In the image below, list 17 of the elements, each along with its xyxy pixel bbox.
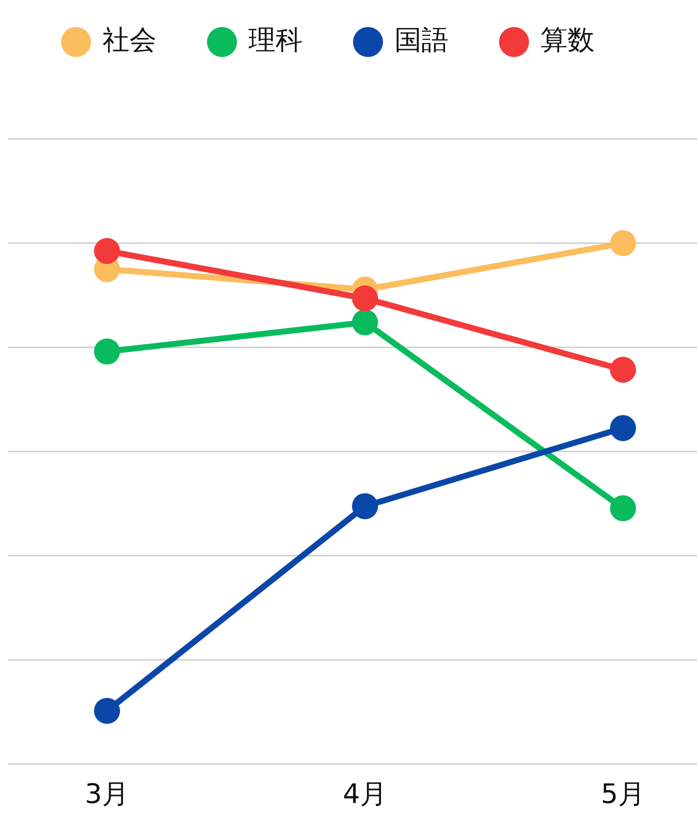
- point: [352, 493, 378, 520]
- point: [94, 698, 120, 724]
- x-tick-label: 4月: [342, 779, 388, 810]
- point: [610, 356, 636, 383]
- point: [610, 415, 636, 442]
- legend-label: 算数: [540, 25, 594, 56]
- point: [352, 309, 378, 336]
- legend-label: 理科: [248, 25, 302, 56]
- point: [610, 495, 636, 522]
- x-tick-label: 5月: [600, 779, 646, 810]
- x-tick-label: 3月: [84, 779, 130, 810]
- legend-label: 社会: [102, 25, 156, 56]
- legend-label: 国語: [394, 25, 448, 56]
- point: [610, 230, 636, 256]
- point: [352, 285, 378, 312]
- point: [94, 338, 120, 364]
- point: [94, 238, 120, 264]
